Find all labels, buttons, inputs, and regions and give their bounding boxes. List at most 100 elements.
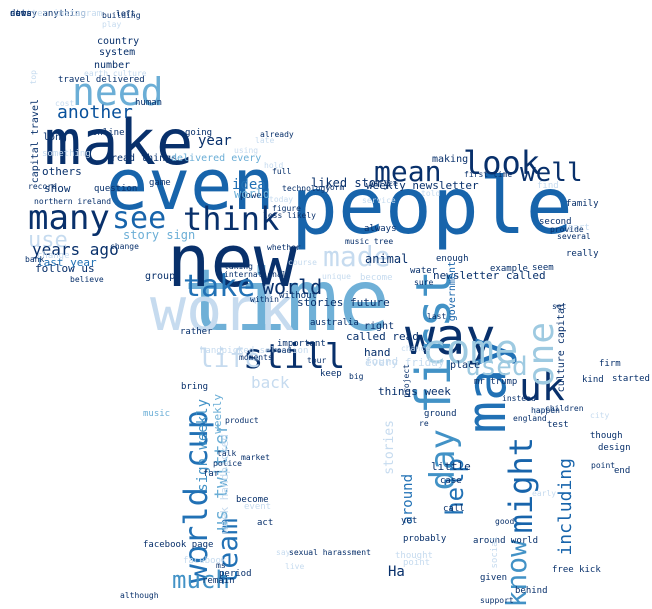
cloud-word: mean — [374, 155, 442, 188]
cloud-word: weekly — [211, 394, 224, 434]
cloud-word: full — [272, 167, 292, 176]
cloud-word: making — [432, 154, 469, 165]
cloud-word: design — [598, 443, 631, 453]
cloud-word: top — [29, 70, 38, 85]
cloud-word: still — [243, 337, 346, 377]
cloud-word: chance — [401, 344, 430, 353]
cloud-word: product — [225, 416, 259, 425]
cloud-word: handpicked selection — [200, 346, 309, 356]
cloud-word: started — [612, 374, 650, 384]
cloud-word: behind — [515, 586, 548, 596]
cloud-word: remain — [202, 576, 235, 586]
cloud-word: well — [520, 158, 583, 188]
cloud-word: stories future — [297, 296, 390, 309]
cloud-word: family — [566, 199, 599, 209]
cloud-word: northern ireland — [34, 197, 112, 206]
cloud-word: really — [566, 249, 599, 259]
cloud-word: last — [427, 312, 447, 321]
cloud-word: without — [279, 291, 317, 301]
cloud-word: tour — [307, 356, 327, 365]
cloud-word: another — [57, 102, 133, 123]
cloud-word: late — [255, 136, 275, 145]
cloud-word: given — [480, 573, 508, 583]
cloud-word: provide — [550, 225, 584, 234]
cloud-word: find — [537, 181, 559, 191]
cloud-word: talk — [217, 449, 237, 458]
cloud-word: less likely — [263, 211, 316, 220]
cloud-word: music tree — [345, 237, 394, 246]
cloud-word: around world — [473, 536, 539, 546]
cloud-word: game — [149, 178, 171, 188]
cloud-word: building — [102, 11, 141, 20]
cloud-word: international — [224, 270, 287, 279]
cloud-word: way — [405, 308, 496, 366]
cloud-word: hold — [264, 161, 284, 170]
cloud-word: new — [167, 219, 298, 303]
cloud-word: happen — [531, 406, 560, 415]
cloud-word: using — [234, 146, 259, 155]
cloud-word: back — [251, 373, 290, 392]
cloud-word: online — [92, 128, 125, 138]
cloud-word: firm — [599, 359, 621, 369]
cloud-word: road — [272, 346, 292, 355]
cloud-word: instead — [502, 394, 536, 403]
cloud-word: ground — [424, 409, 457, 419]
cloud-word: today — [269, 195, 294, 204]
cloud-word: told — [421, 189, 441, 198]
cloud-word: sure — [414, 278, 434, 287]
cloud-word: travel delivered — [58, 75, 145, 85]
cloud-word: period — [219, 569, 252, 579]
cloud-word: liked story — [311, 176, 391, 190]
cloud-word: see — [112, 201, 167, 236]
cloud-word: system — [99, 47, 136, 58]
cloud-word: called read — [346, 330, 419, 343]
cloud-word: kind — [582, 375, 604, 385]
cloud-word: event — [244, 502, 272, 512]
cloud-word: children — [545, 404, 584, 413]
cloud-word: keep — [320, 369, 342, 379]
cloud-word: twitter instagram — [10, 9, 103, 19]
cloud-word: australia — [310, 318, 359, 328]
cloud-word: early — [532, 489, 557, 498]
cloud-word: technology — [282, 184, 331, 193]
cloud-word: facebook — [183, 556, 227, 566]
cloud-word: far — [203, 469, 220, 479]
cloud-word: taking — [224, 262, 253, 271]
cloud-word: although — [120, 591, 159, 600]
cloud-word: going — [185, 128, 213, 138]
cloud-word: country — [97, 36, 140, 47]
cloud-word: idea — [232, 177, 266, 193]
cloud-word: time — [183, 251, 391, 351]
cloud-word: story anything — [10, 9, 86, 19]
cloud-word: unique — [322, 272, 351, 281]
cloud-word: example — [490, 264, 528, 274]
cloud-word: sexual harassment — [289, 548, 371, 557]
cloud-word: re — [419, 419, 429, 428]
cloud-word: right — [364, 321, 395, 332]
cloud-word: weekly newsletter — [366, 179, 479, 192]
cloud-word: years ago — [32, 240, 119, 259]
cloud-word: life — [198, 344, 261, 374]
cloud-word: world — [262, 275, 323, 299]
cloud-word: live — [285, 562, 305, 571]
cloud-word: form — [325, 183, 345, 192]
cloud-word: important — [277, 339, 326, 349]
cloud-word: number — [94, 60, 131, 71]
cloud-word: world — [234, 187, 271, 201]
cloud-word: power — [240, 191, 268, 201]
cloud-word: used — [465, 352, 528, 382]
cloud-word: think — [183, 200, 280, 238]
cloud-word: set — [552, 302, 567, 311]
cloud-word: come — [422, 327, 519, 373]
cloud-word: use — [28, 228, 68, 253]
cloud-word: show — [44, 182, 71, 195]
cloud-word: Ha — [388, 564, 405, 580]
cloud-word: story sign — [123, 228, 196, 242]
cloud-word: people — [291, 162, 573, 252]
cloud-word: office — [369, 179, 398, 188]
cloud-word: play — [102, 20, 122, 29]
cloud-word: always — [364, 224, 397, 234]
cloud-word: case — [440, 476, 462, 486]
cloud-word: city — [590, 411, 610, 420]
cloud-word: moments — [239, 353, 273, 362]
